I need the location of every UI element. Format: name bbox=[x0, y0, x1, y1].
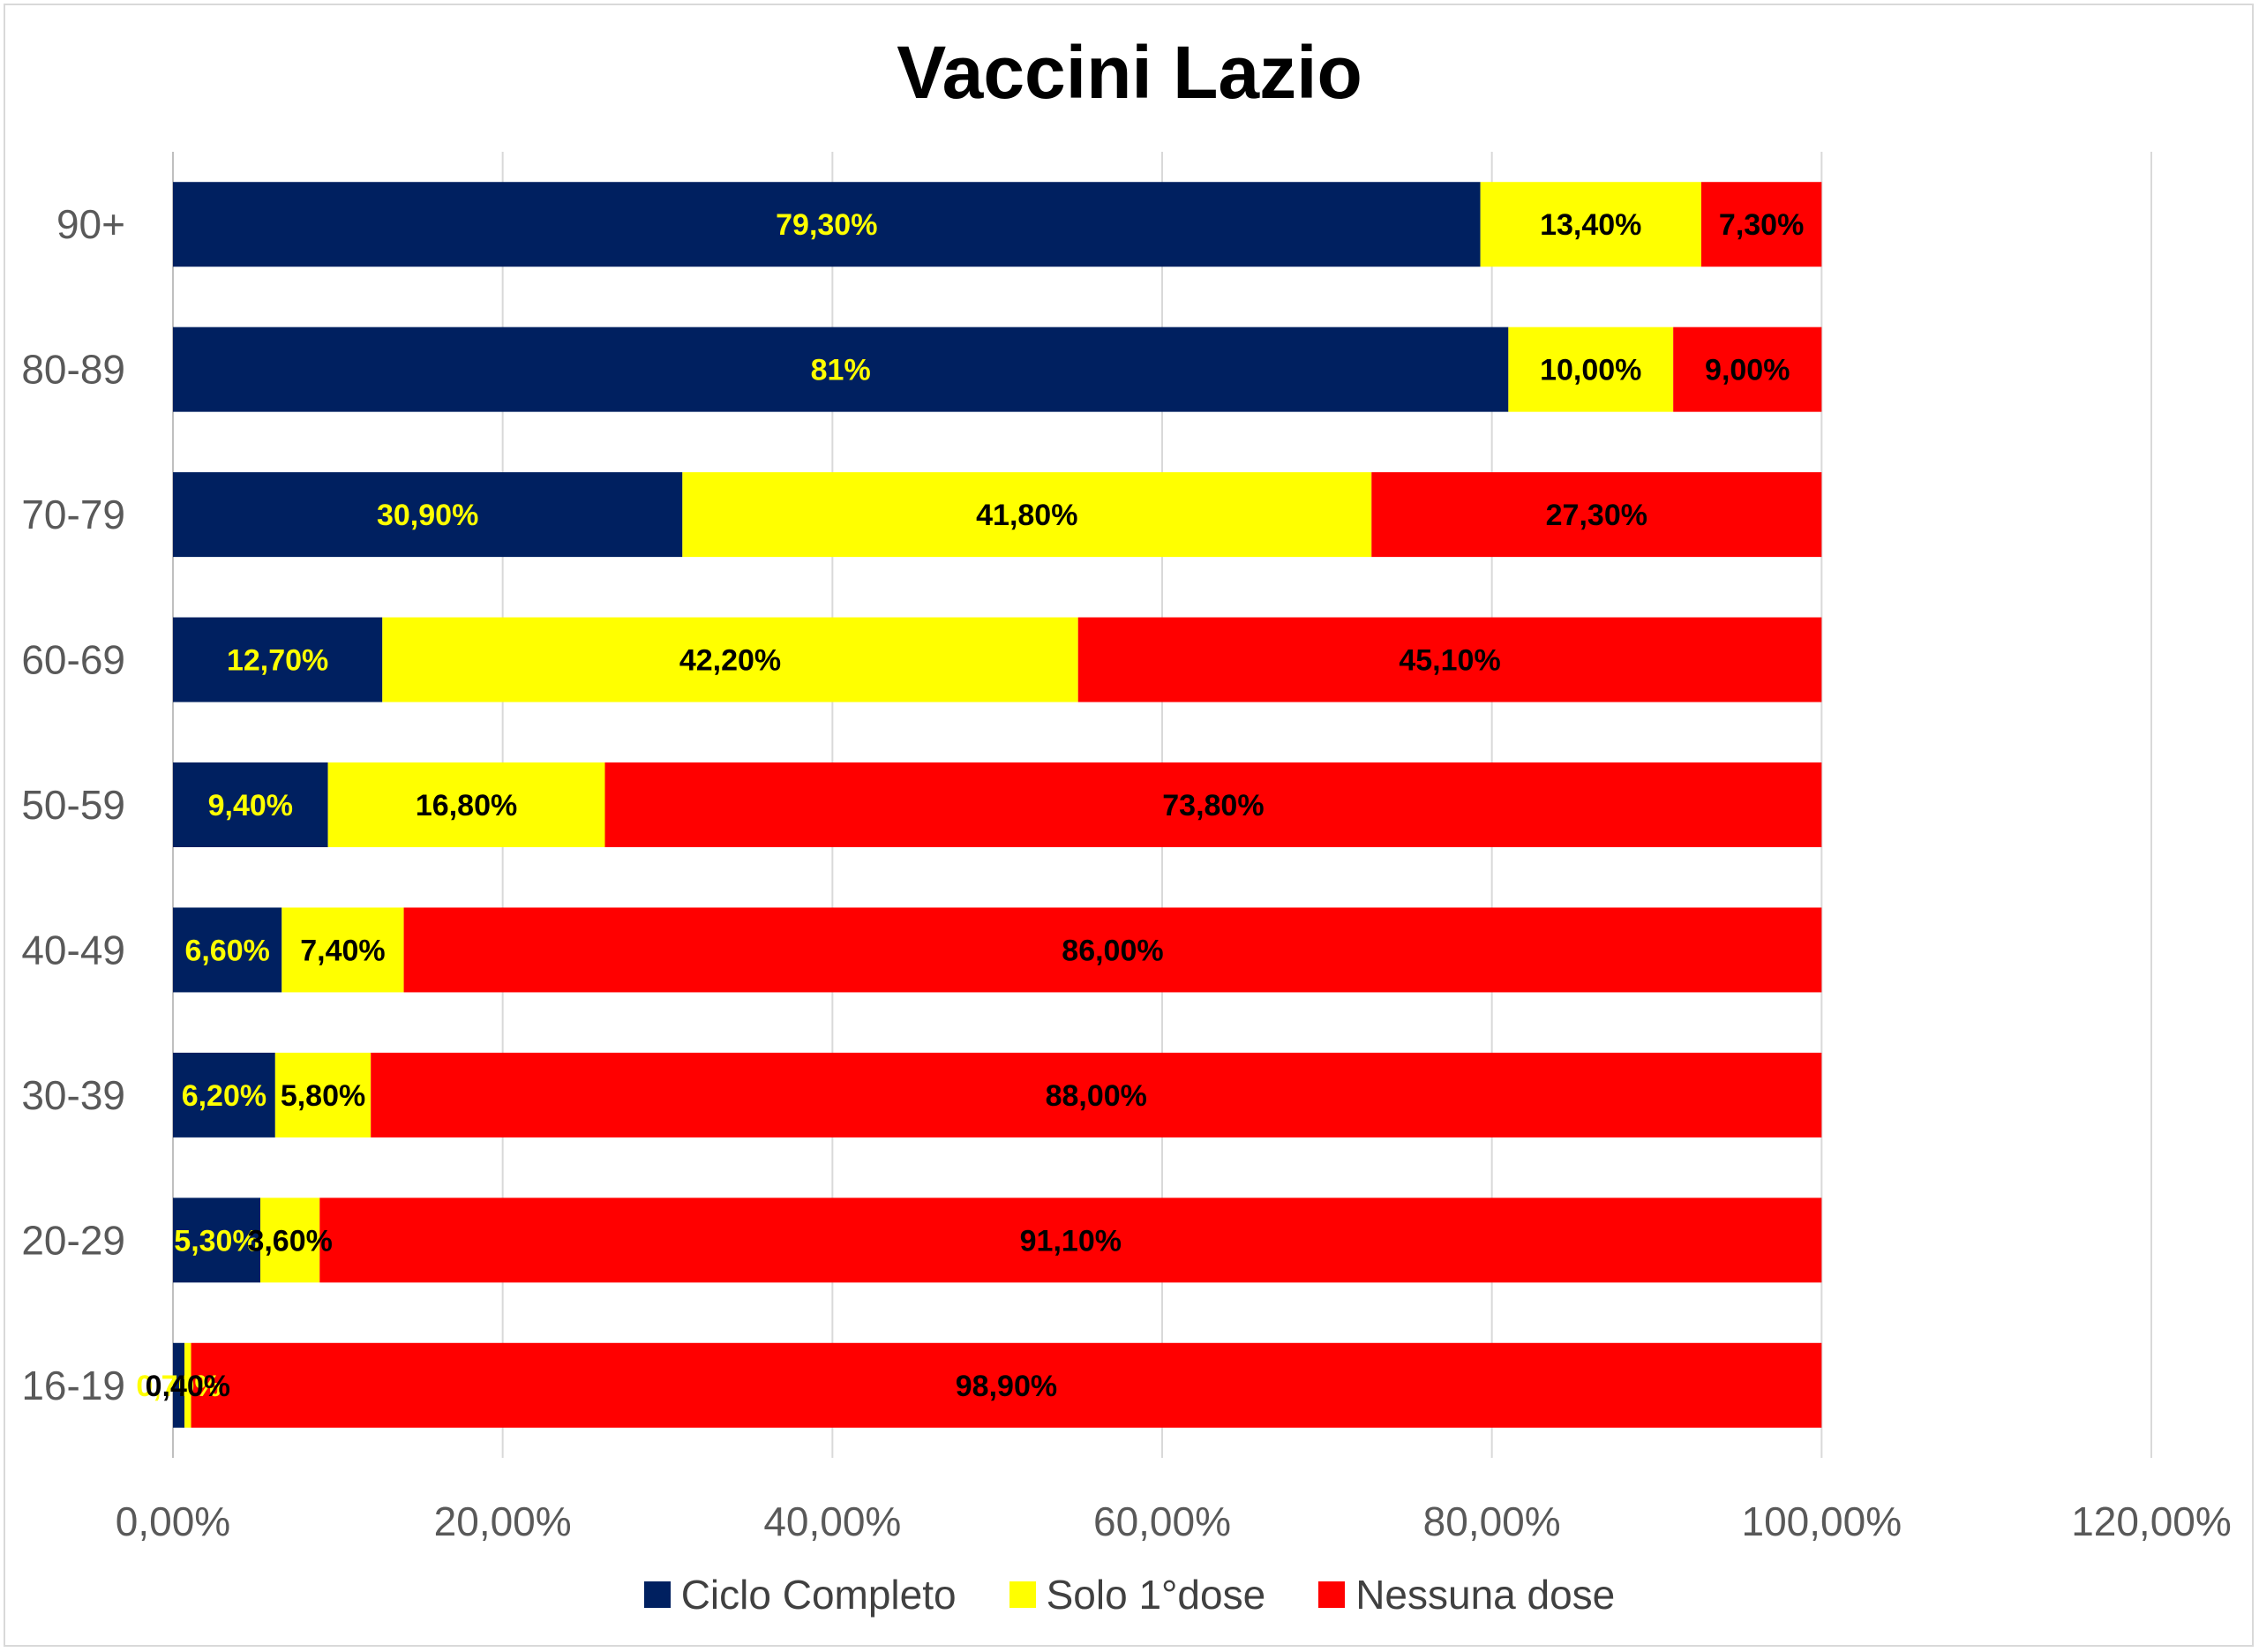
bar-segment bbox=[281, 907, 404, 993]
legend-label-ciclo-completo: Ciclo Completo bbox=[680, 1572, 957, 1618]
data-label: 86,00% bbox=[1062, 934, 1163, 967]
legend-swatch-solo-prima-dose bbox=[1009, 1581, 1036, 1608]
data-label: 88,00% bbox=[1046, 1079, 1147, 1113]
data-label: 12,70% bbox=[227, 644, 328, 678]
bar-segment bbox=[173, 1198, 261, 1283]
data-label: 13,40% bbox=[1540, 208, 1641, 242]
x-tick-label: 60,00% bbox=[1093, 1498, 1231, 1544]
x-tick-label: 100,00% bbox=[1742, 1498, 1903, 1544]
bar-segment bbox=[1508, 327, 1674, 412]
bar-segment bbox=[184, 1342, 191, 1428]
data-label: 41,80% bbox=[976, 499, 1077, 532]
bar-segment bbox=[173, 762, 328, 847]
data-label: 0,40% bbox=[146, 1370, 230, 1403]
chart-title: Vaccini Lazio bbox=[897, 31, 1362, 114]
legend-item-ciclo-completo: Ciclo Completo bbox=[643, 1571, 957, 1618]
data-label: 6,20% bbox=[182, 1079, 266, 1113]
data-label: 27,30% bbox=[1546, 499, 1647, 532]
data-label: 3,60% bbox=[247, 1224, 332, 1258]
bar-segment bbox=[403, 907, 1822, 993]
data-label: 81% bbox=[811, 354, 871, 387]
bar-segment bbox=[604, 762, 1822, 847]
y-tick-label: 30-39 bbox=[21, 1072, 125, 1118]
legend: Ciclo Completo Solo 1°dose Nessuna dose bbox=[0, 1571, 2259, 1618]
bar-segment bbox=[382, 617, 1078, 702]
x-tick-label: 20,00% bbox=[434, 1498, 572, 1544]
bar-segment bbox=[682, 472, 1372, 558]
bar-series bbox=[173, 182, 1822, 1428]
x-tick-label: 0,00% bbox=[116, 1498, 230, 1544]
x-tick-label: 40,00% bbox=[763, 1498, 901, 1544]
data-label: 9,00% bbox=[1705, 354, 1790, 387]
y-tick-label: 70-79 bbox=[21, 492, 125, 537]
bar-segment bbox=[173, 1052, 275, 1138]
data-label: 73,80% bbox=[1162, 789, 1264, 822]
data-label: 5,30% bbox=[174, 1224, 259, 1258]
bar-segment bbox=[274, 1052, 371, 1138]
bar-segment bbox=[1371, 472, 1822, 558]
data-label: 42,20% bbox=[679, 644, 781, 678]
bar-segment bbox=[1700, 182, 1822, 267]
data-label: 9,40% bbox=[208, 789, 293, 822]
data-label: 7,40% bbox=[300, 934, 385, 967]
y-tick-label: 16-19 bbox=[21, 1363, 125, 1408]
legend-label-solo-prima-dose: Solo 1°dose bbox=[1046, 1572, 1266, 1618]
bar-segment bbox=[173, 472, 683, 558]
data-label: 0,70% bbox=[136, 1370, 221, 1403]
y-tick-label: 80-89 bbox=[21, 347, 125, 393]
legend-item-nessuna-dose: Nessuna dose bbox=[1318, 1571, 1615, 1618]
bar-segment bbox=[1673, 327, 1822, 412]
legend-swatch-nessuna-dose bbox=[1318, 1581, 1346, 1608]
y-tick-label: 90+ bbox=[56, 201, 125, 247]
data-label: 6,60% bbox=[184, 934, 269, 967]
bar-segment bbox=[173, 327, 1509, 412]
y-tick-label: 20-29 bbox=[21, 1217, 125, 1263]
y-tick-label: 50-59 bbox=[21, 782, 125, 828]
y-tick-label: 40-49 bbox=[21, 927, 125, 972]
x-axis-tick-labels: 0,00% 20,00% 40,00% 60,00% 80,00% 100,00% 120,… bbox=[116, 1498, 2232, 1544]
y-axis-tick-labels: 90+ 80-89 70-79 60-69 50-59 40-49 30-39 20-29 16… bbox=[21, 201, 125, 1408]
data-label: 5,80% bbox=[281, 1079, 365, 1113]
legend-swatch-ciclo-completo bbox=[643, 1581, 671, 1608]
legend-item-solo-prima-dose: Solo 1°dose bbox=[1009, 1571, 1266, 1618]
y-tick-label: 60-69 bbox=[21, 637, 125, 683]
data-label: 30,90% bbox=[377, 499, 478, 532]
bar-segment bbox=[1480, 182, 1701, 267]
bar-segment bbox=[191, 1342, 1822, 1428]
data-label: 16,80% bbox=[416, 789, 517, 822]
x-tick-label: 80,00% bbox=[1423, 1498, 1561, 1544]
data-label: 45,10% bbox=[1399, 644, 1500, 678]
bar-segment bbox=[319, 1198, 1822, 1283]
bar-segment bbox=[173, 1342, 185, 1428]
data-label: 79,30% bbox=[776, 208, 877, 242]
x-tick-label: 120,00% bbox=[2071, 1498, 2232, 1544]
bar-segment bbox=[173, 182, 1481, 267]
legend-label-nessuna-dose: Nessuna dose bbox=[1355, 1572, 1616, 1618]
bar-segment bbox=[1077, 617, 1822, 702]
bar-segment bbox=[371, 1052, 1822, 1138]
bar-segment bbox=[173, 617, 383, 702]
data-label: 98,90% bbox=[956, 1370, 1057, 1403]
data-labels: 79,30% 13,40% 7,30% 81% 10,00% 9,00% 30,90% 41,… bbox=[136, 208, 1804, 1403]
bar-segment bbox=[260, 1198, 320, 1283]
bar-segment bbox=[173, 907, 282, 993]
data-label: 7,30% bbox=[1719, 208, 1804, 242]
bar-segment bbox=[327, 762, 605, 847]
data-label: 10,00% bbox=[1540, 354, 1641, 387]
data-label: 91,10% bbox=[1020, 1224, 1122, 1258]
